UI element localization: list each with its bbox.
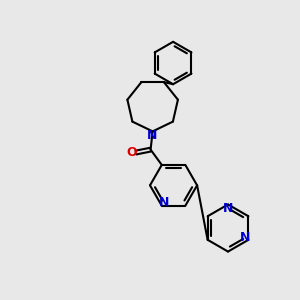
Text: O: O (127, 146, 137, 159)
Text: N: N (223, 202, 233, 215)
Text: N: N (147, 129, 157, 142)
Text: N: N (240, 231, 250, 244)
Text: N: N (158, 196, 169, 209)
